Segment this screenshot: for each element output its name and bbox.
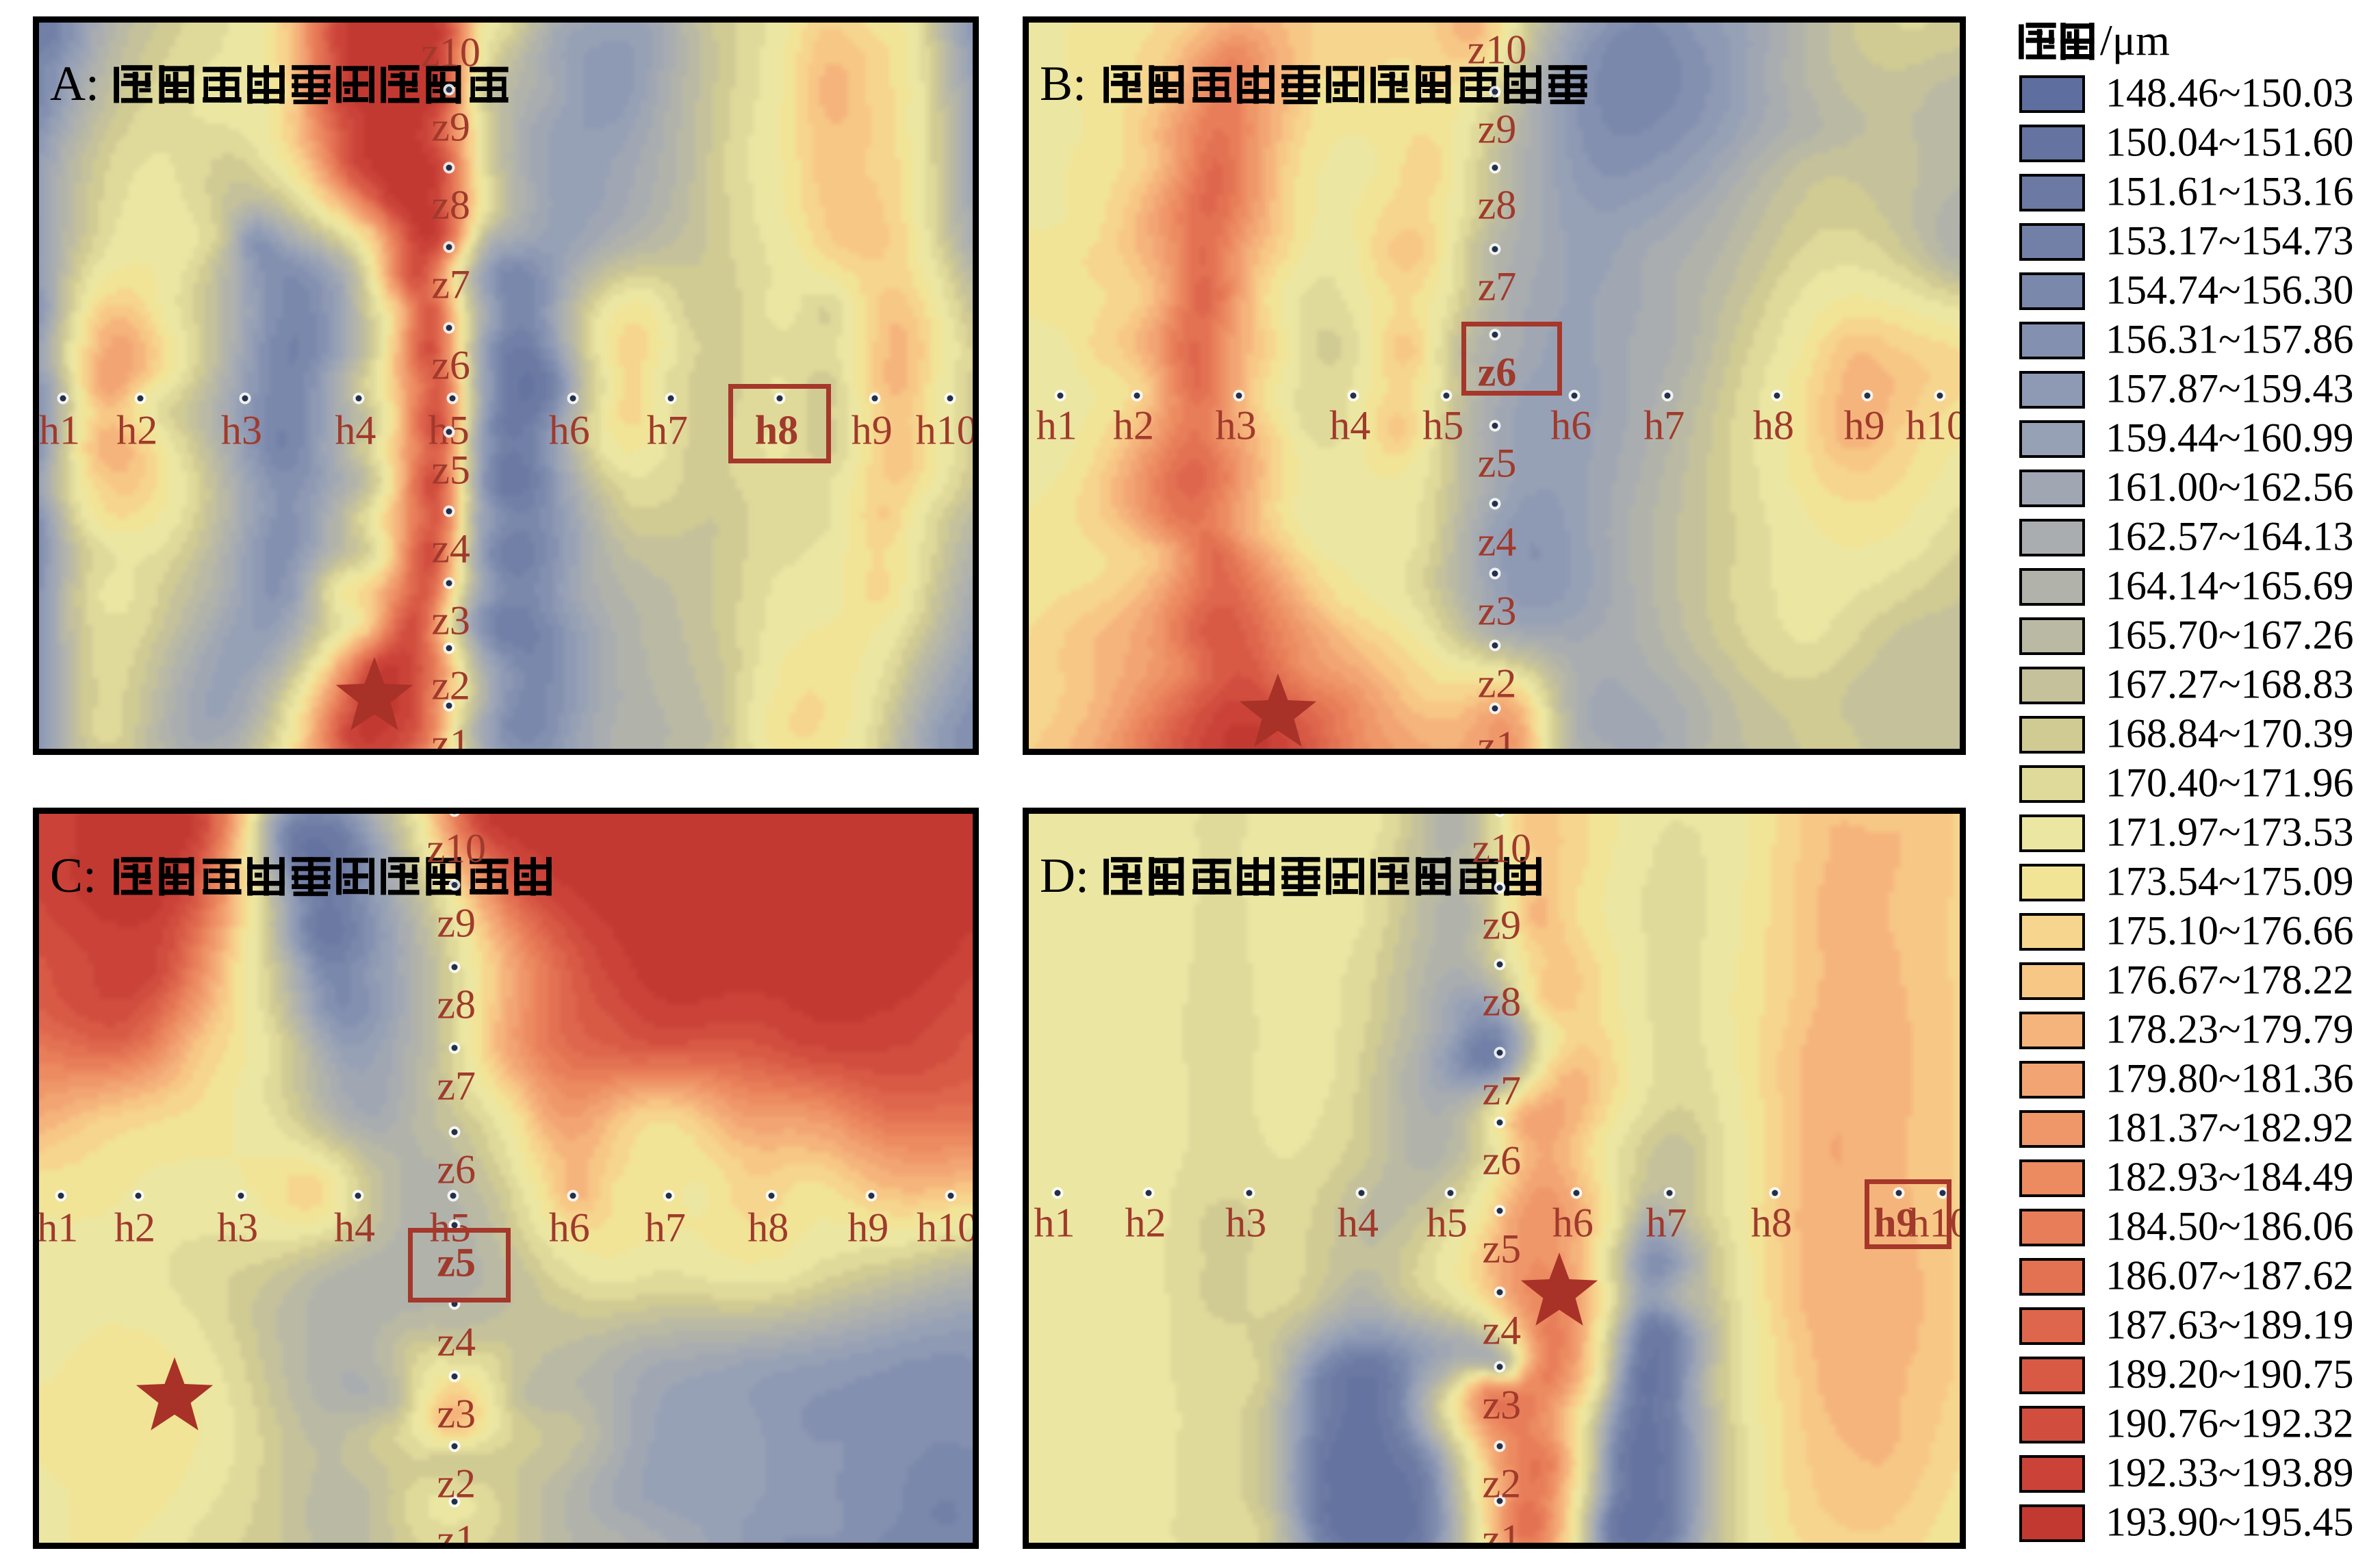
svg-text:C:: C: — [50, 848, 97, 903]
svg-text:A:: A: — [50, 56, 99, 111]
svg-text:B:: B: — [1040, 56, 1086, 111]
svg-text:D:: D: — [1040, 848, 1089, 903]
